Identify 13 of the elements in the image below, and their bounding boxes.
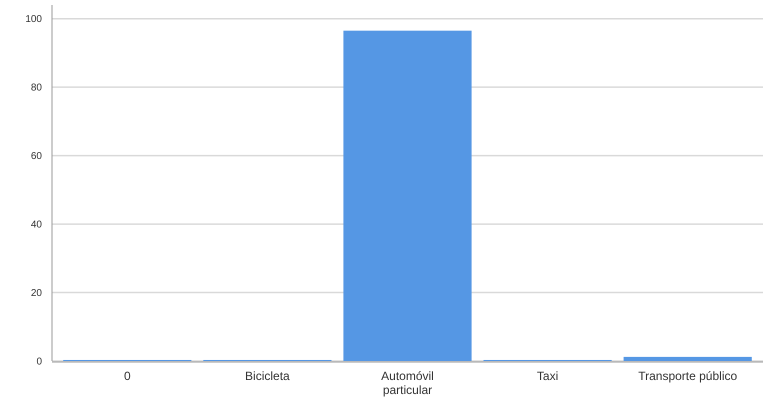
- x-tick-label: Taxi: [536, 369, 558, 383]
- x-tick-label: Automóvil particular: [381, 369, 434, 397]
- y-tick-label: 40: [30, 220, 42, 231]
- y-tick-label: 80: [30, 82, 42, 94]
- bar: [624, 356, 752, 361]
- x-tick-label: Bicicleta: [245, 369, 290, 383]
- y-tick-label: 20: [30, 288, 42, 300]
- y-tick-label: 0: [36, 356, 42, 368]
- y-tick-label: 100: [25, 14, 42, 26]
- x-tick-label: Transporte público: [638, 369, 738, 383]
- bar: [343, 30, 472, 361]
- x-tick-label: 0: [124, 369, 131, 383]
- y-tick-label: 60: [30, 151, 42, 162]
